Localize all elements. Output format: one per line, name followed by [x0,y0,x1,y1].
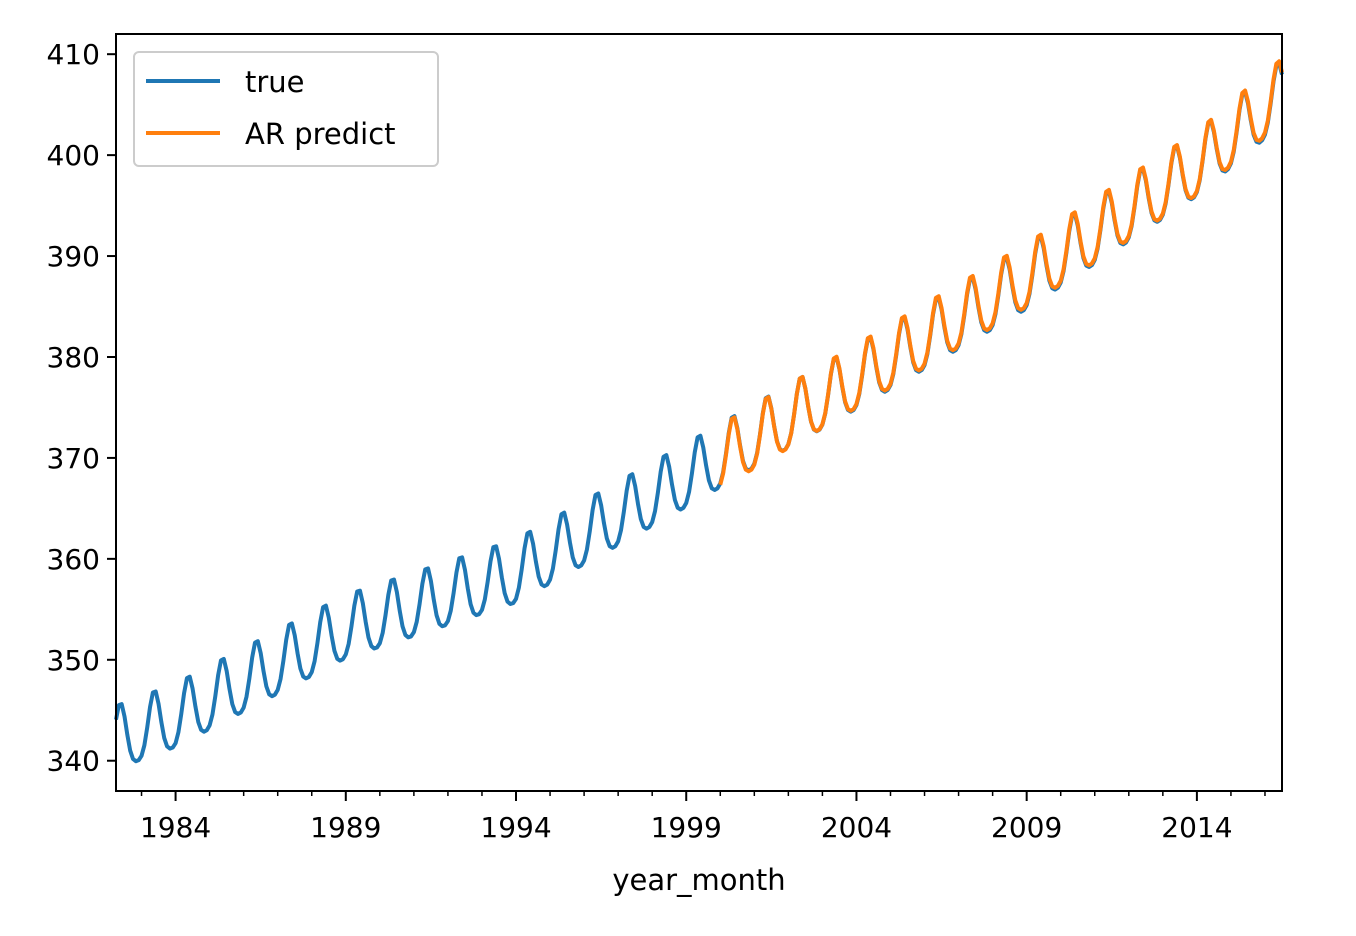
x-tick-label-2014: 2014 [1161,811,1232,844]
legend: true AR predict [133,51,439,167]
x-tick-label-1989: 1989 [310,811,381,844]
legend-label-true: true [245,65,305,99]
series-line-ar-predict [718,59,1284,486]
series-line-true [114,61,1284,764]
x-axis: 1984 1989 1994 1999 2004 2009 2014 [140,791,1266,844]
y-tick-label-400: 400 [47,139,100,172]
y-axis: 340 350 360 370 380 390 400 410 [47,38,116,778]
axes-frame [115,33,1283,792]
y-tick-label-360: 360 [47,543,100,576]
y-tick-label-370: 370 [47,442,100,475]
x-tick-label-1999: 1999 [651,811,722,844]
x-axis-title: year_month [612,863,785,897]
legend-label-ar-predict: AR predict [245,117,396,151]
x-tick-label-2004: 2004 [821,811,892,844]
plot-area [114,59,1284,764]
x-tick-label-2009: 2009 [991,811,1062,844]
y-tick-label-380: 380 [47,341,100,374]
x-tick-label-1984: 1984 [140,811,211,844]
y-tick-label-340: 340 [47,745,100,778]
y-tick-label-410: 410 [47,38,100,71]
x-tick-label-1994: 1994 [480,811,551,844]
y-tick-label-390: 390 [47,240,100,273]
y-tick-label-350: 350 [47,644,100,677]
